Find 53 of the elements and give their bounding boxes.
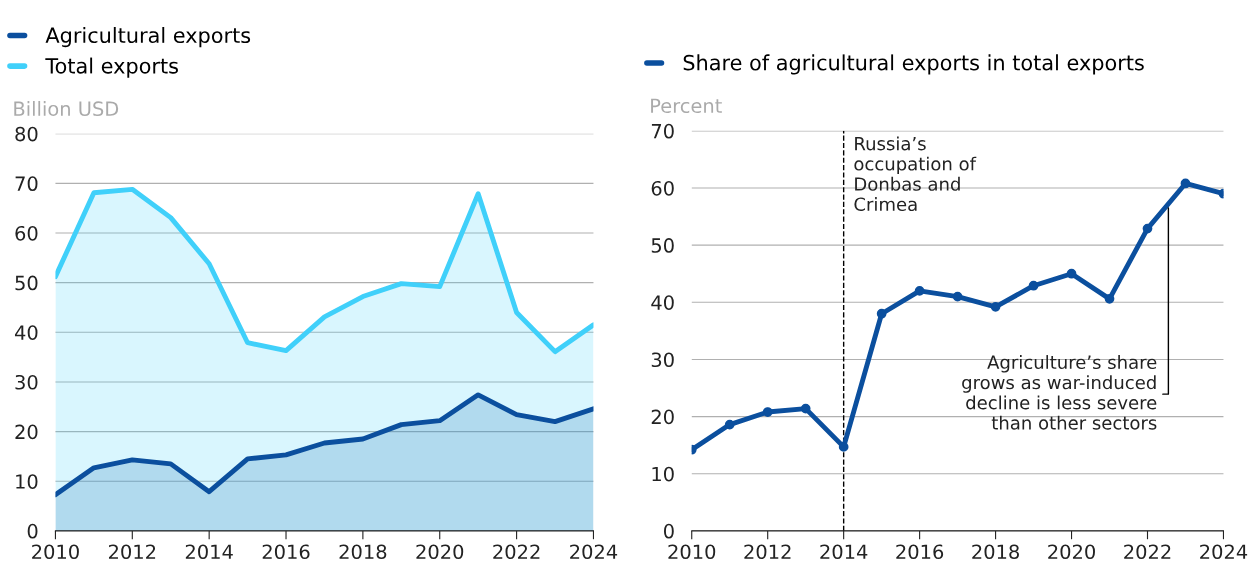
x-tick-label: 2022 [1124,544,1171,560]
x-tick-label: 2024 [1200,544,1248,560]
x-tick-label: 2014 [820,544,868,560]
x-tick-label: 2018 [972,544,1019,560]
y-tick-label: 60 [15,225,38,241]
point [762,407,773,417]
x-tick-label: 2022 [493,544,540,560]
point [838,442,849,452]
y-tick-label: 70 [15,176,38,192]
annotation: Agriculture’s share grows as war-induced decline is less severe than other sectors [962,355,1157,430]
y-tick-label: 30 [651,352,674,368]
point [1028,280,1039,291]
y-tick-label: 20 [651,409,674,425]
x-tick-label: 2024 [570,544,618,560]
point [914,286,925,296]
y-tick-label: 80 [15,126,38,142]
y-tick-label: 60 [651,180,674,196]
y-tick-label: 10 [16,474,38,489]
x-tick-label: 2014 [185,544,233,560]
y-tick-label: 50 [651,238,674,253]
x-tick-label: 2012 [108,544,156,560]
legend-label: Total exports [45,57,178,78]
y-tick-label: 0 [663,523,674,539]
y-tick-label: 40 [651,295,674,310]
legend-label: Agricultural exports [45,26,251,48]
x-tick-label: 2020 [416,544,464,560]
x-tick-label: 2010 [32,544,79,560]
point [1142,223,1153,234]
point [724,419,735,430]
y-axis-title: Billion USD [14,101,119,117]
x-tick-label: 2010 [668,544,716,560]
point [952,291,963,302]
point [1104,294,1115,304]
point [1066,268,1077,279]
y-tick-label: 30 [15,374,38,390]
y-tick-label: 70 [651,123,674,139]
legend-label: Share of agricultural exports in total exports [683,54,1144,75]
x-tick-label: 2016 [262,544,310,560]
y-tick-label: 10 [652,466,674,482]
point [1180,178,1191,189]
point [990,302,1001,312]
x-tick-label: 2018 [339,544,387,560]
ref-line-label: Russia’s occupation of Donbas and Crimea [854,136,977,212]
point [876,308,887,319]
y-tick-label: 40 [14,325,38,340]
y-tick-label: 20 [15,424,38,440]
x-tick-label: 2020 [1048,544,1095,560]
x-tick-label: 2016 [896,544,944,560]
x-tick-label: 2012 [744,544,791,560]
y-tick-label: 0 [27,523,38,539]
y-axis-title: Percent [651,98,722,114]
point [800,403,811,414]
y-tick-label: 50 [15,275,38,291]
